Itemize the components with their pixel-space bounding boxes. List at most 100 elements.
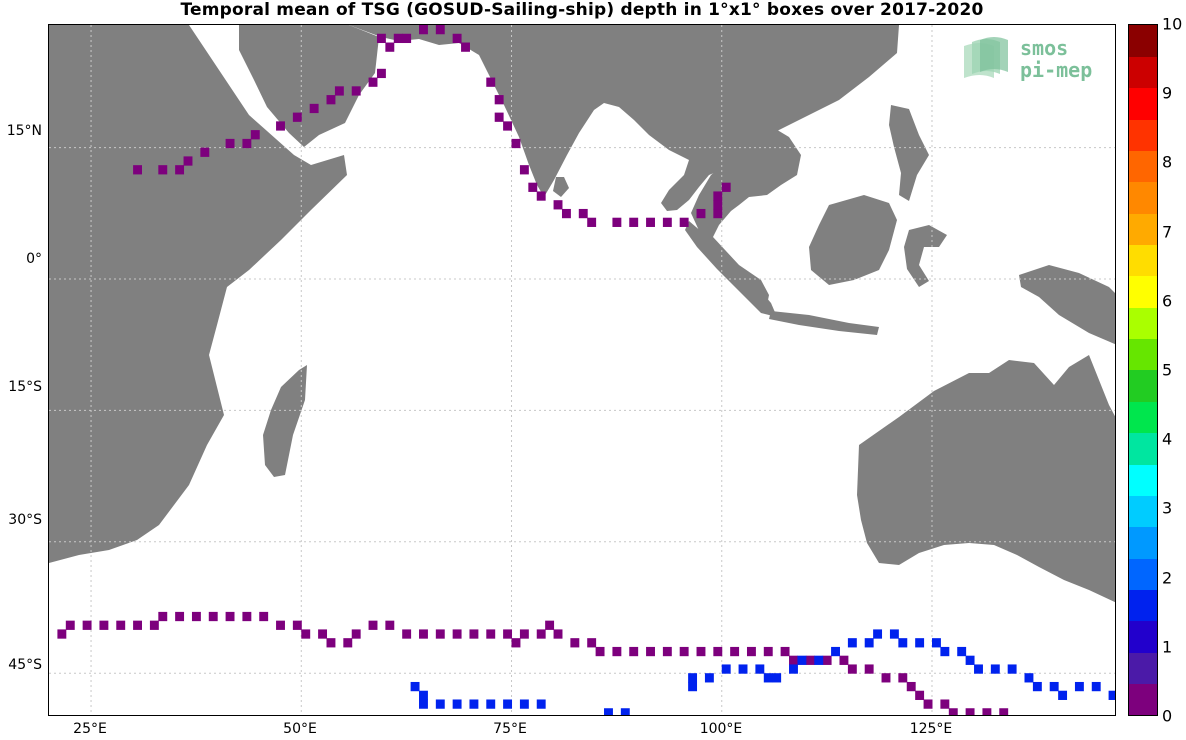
depth-box (805, 655, 815, 665)
depth-box (292, 620, 302, 630)
depth-box (494, 95, 504, 105)
depth-box (511, 138, 521, 149)
depth-box (696, 646, 706, 657)
depth-box (646, 646, 655, 657)
depth-box (452, 33, 462, 44)
depth-box (940, 646, 950, 657)
depth-box (435, 629, 445, 639)
depth-box (419, 699, 428, 709)
depth-box (957, 646, 967, 657)
depth-box (503, 699, 513, 709)
depth-box (511, 638, 521, 648)
depth-box (65, 620, 75, 630)
depth-box (595, 646, 605, 657)
depth-box (730, 646, 740, 657)
depth-box (452, 699, 462, 709)
logo-wave-icon (964, 37, 1008, 78)
depth-box (587, 638, 597, 648)
australia (857, 355, 1115, 603)
depth-box (772, 673, 782, 683)
madagascar (263, 365, 307, 477)
colorbar-segment (1129, 652, 1157, 685)
depth-box (629, 217, 639, 227)
depth-box (965, 708, 975, 715)
depth-box (519, 629, 529, 639)
depth-box (528, 182, 538, 192)
depth-box (536, 699, 546, 709)
depth-box (385, 620, 395, 630)
depth-box (839, 655, 849, 665)
colorbar-tick-label: 9 (1162, 83, 1173, 103)
depth-box (746, 646, 756, 657)
depth-box (486, 77, 496, 87)
depth-box (1049, 681, 1059, 692)
depth-box (149, 620, 159, 630)
colorbar-segment (1129, 213, 1157, 246)
depth-box (662, 217, 672, 227)
depth-box (158, 611, 168, 622)
map-frame[interactable] (48, 24, 1116, 716)
arabia-landmass (239, 25, 379, 147)
lat-label-45s: 45°S (8, 657, 42, 673)
depth-box (183, 156, 193, 166)
colorbar-segment (1129, 244, 1157, 277)
depth-box (343, 638, 353, 648)
lon-label-25e: 25°E (73, 721, 107, 737)
depth-box (536, 191, 546, 201)
depth-box (679, 217, 689, 227)
depth-box (419, 690, 428, 700)
colorbar-tick-label: 1 (1162, 637, 1173, 657)
colorbar-segment (1129, 307, 1157, 340)
depth-box (620, 708, 630, 715)
depth-box (301, 629, 311, 639)
depth-box (175, 165, 185, 175)
sri-lanka (553, 177, 569, 197)
colorbar-segment (1129, 495, 1157, 528)
depth-box (1032, 681, 1042, 692)
depth-box (309, 103, 319, 114)
depth-box (612, 646, 622, 657)
logo-text-smos: smos (1020, 36, 1069, 60)
logo-text-pi-mep: pi-mep (1020, 58, 1093, 82)
depth-box (831, 646, 840, 657)
colorbar-segment (1129, 119, 1157, 151)
colorbar-segment (1129, 589, 1157, 622)
depth-box (545, 620, 555, 630)
depth-box (679, 646, 689, 657)
depth-box (1024, 673, 1034, 683)
depth-box (780, 646, 790, 657)
depth-box (646, 217, 655, 227)
map-title: Temporal mean of TSG (GOSUD-Sailing-ship… (180, 0, 984, 20)
depth-box (990, 664, 1000, 674)
depth-box (629, 646, 639, 657)
depth-box (578, 208, 588, 219)
depth-box (721, 182, 731, 192)
depth-box (789, 664, 798, 674)
depth-box (889, 629, 899, 639)
colorbar-tick-label: 8 (1162, 152, 1173, 172)
depth-box (553, 200, 563, 210)
colorbar (1128, 24, 1158, 716)
depth-box (326, 638, 336, 648)
depth-box (133, 165, 143, 175)
depth-box (351, 629, 361, 639)
depth-box (704, 673, 714, 683)
depth-box (461, 42, 470, 52)
depth-box (553, 629, 563, 639)
depth-box (604, 708, 613, 715)
colorbar-segment (1129, 25, 1157, 57)
depth-box (200, 147, 210, 157)
depth-box (965, 655, 975, 665)
depth-box (175, 611, 185, 622)
colorbar-segment (1129, 558, 1157, 591)
colorbar-segment (1129, 150, 1157, 183)
depth-box (494, 112, 504, 122)
lat-label-0: 0° (26, 251, 42, 267)
depth-box (368, 77, 378, 87)
depth-box (116, 620, 126, 630)
africa-landmass (49, 25, 347, 563)
depth-box (763, 673, 773, 683)
depth-box (519, 699, 529, 709)
depth-box (225, 138, 235, 149)
colorbar-segment (1129, 526, 1157, 559)
